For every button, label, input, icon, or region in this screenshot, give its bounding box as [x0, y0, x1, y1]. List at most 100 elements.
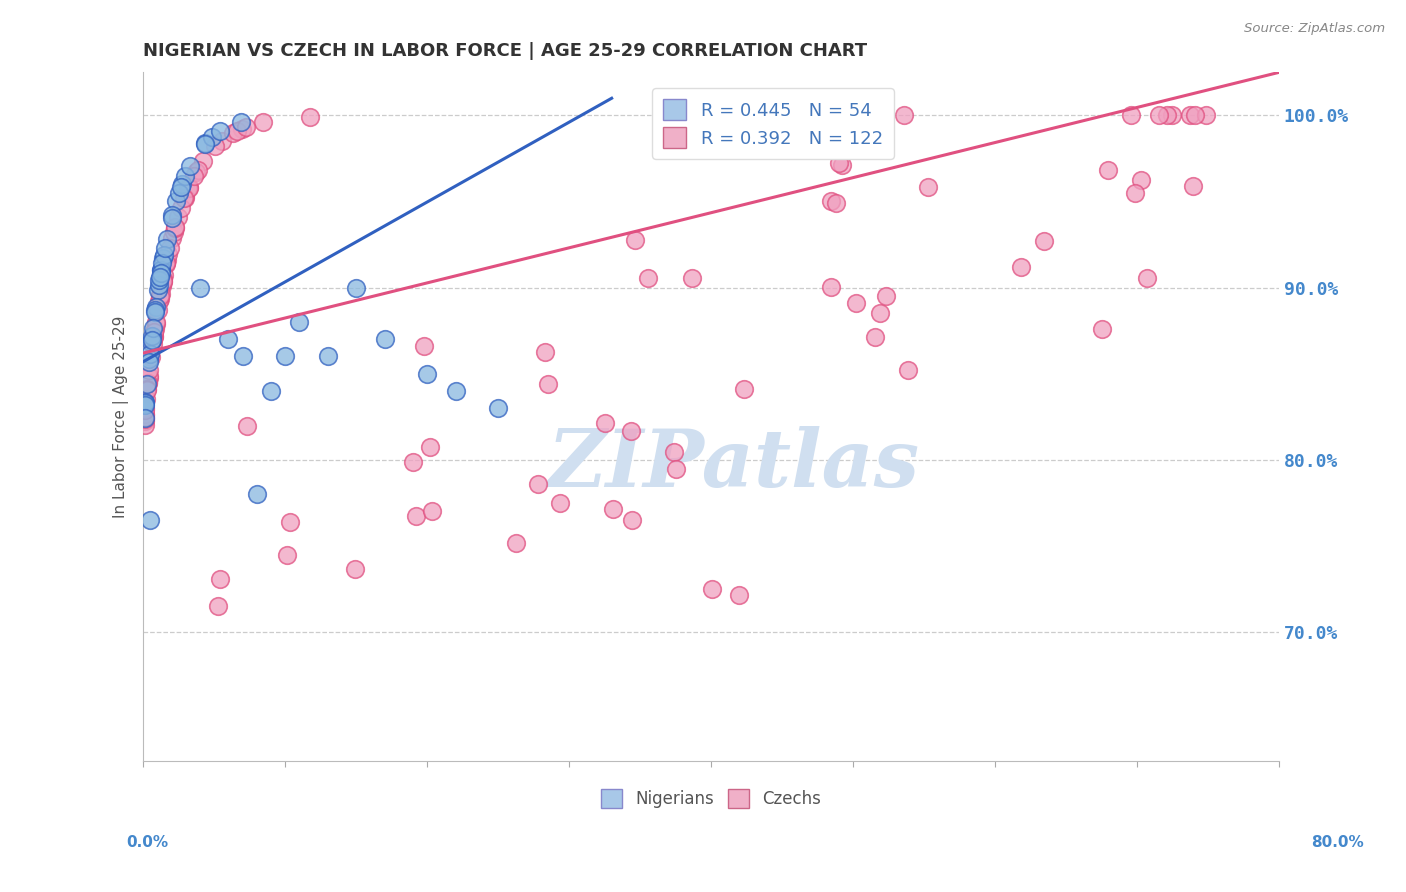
Point: [412, 339, 434, 353]
Point: [142, 333, 165, 347]
Point: [136, 383, 159, 397]
Point: [246, 487, 269, 501]
Point: [141, 335, 163, 350]
Point: [148, 273, 170, 287]
Point: [162, 208, 184, 222]
Point: [179, 159, 201, 173]
Point: [142, 336, 165, 351]
Point: [665, 462, 688, 476]
Point: [135, 392, 157, 407]
Point: [343, 562, 366, 576]
Point: [149, 287, 172, 301]
Point: [194, 136, 217, 151]
Point: [713, 112, 735, 126]
Point: [188, 280, 211, 294]
Point: [1097, 162, 1119, 177]
Point: [820, 280, 842, 294]
Point: [163, 225, 186, 239]
Point: [165, 194, 187, 209]
Point: [142, 321, 165, 335]
Point: [170, 201, 193, 215]
Point: [700, 582, 723, 597]
Point: [155, 256, 177, 270]
Point: [138, 363, 160, 377]
Point: [139, 347, 162, 361]
Point: [174, 189, 197, 203]
Point: [260, 384, 283, 398]
Point: [149, 266, 172, 280]
Point: [160, 211, 183, 225]
Point: [143, 328, 166, 343]
Point: [143, 302, 166, 317]
Point: [681, 271, 703, 285]
Point: [143, 305, 166, 319]
Point: [1032, 235, 1054, 249]
Point: [141, 329, 163, 343]
Point: [298, 110, 321, 124]
Point: [232, 350, 254, 364]
Point: [1184, 108, 1206, 122]
Point: [183, 169, 205, 184]
Point: [152, 248, 174, 262]
Point: [150, 263, 173, 277]
Point: [824, 196, 846, 211]
Point: [134, 394, 156, 409]
Point: [897, 362, 920, 376]
Point: [162, 230, 184, 244]
Point: [1195, 108, 1218, 122]
Point: [138, 370, 160, 384]
Point: [620, 424, 643, 438]
Point: [280, 516, 302, 530]
Point: [733, 382, 755, 396]
Point: [226, 124, 249, 138]
Point: [194, 136, 217, 151]
Point: [177, 181, 200, 195]
Point: [153, 268, 176, 282]
Point: [134, 408, 156, 422]
Point: [222, 126, 245, 140]
Point: [211, 134, 233, 148]
Point: [831, 158, 853, 172]
Point: [153, 241, 176, 255]
Point: [149, 270, 172, 285]
Point: [142, 330, 165, 344]
Point: [662, 445, 685, 459]
Point: [235, 419, 257, 434]
Point: [1136, 271, 1159, 285]
Point: [624, 234, 647, 248]
Point: [156, 252, 179, 267]
Point: [863, 330, 886, 344]
Point: [134, 398, 156, 412]
Point: [139, 350, 162, 364]
Point: [136, 377, 159, 392]
Point: [165, 219, 187, 234]
Point: [486, 401, 509, 416]
Point: [527, 476, 550, 491]
Legend: Nigerians, Czechs: Nigerians, Czechs: [593, 782, 828, 814]
Point: [444, 384, 467, 398]
Point: [419, 440, 441, 454]
Point: [149, 289, 172, 303]
Point: [186, 165, 208, 179]
Point: [374, 332, 396, 346]
Point: [548, 496, 571, 510]
Point: [917, 180, 939, 194]
Point: [134, 403, 156, 417]
Point: [170, 180, 193, 194]
Point: [150, 278, 173, 293]
Point: [1181, 178, 1204, 193]
Point: [150, 256, 173, 270]
Point: [1147, 108, 1170, 122]
Point: [143, 322, 166, 336]
Point: [139, 513, 162, 527]
Point: [163, 221, 186, 235]
Point: [505, 535, 527, 549]
Point: [316, 350, 339, 364]
Point: [276, 548, 298, 562]
Point: [187, 162, 209, 177]
Point: [141, 333, 163, 347]
Point: [231, 121, 253, 136]
Point: [155, 257, 177, 271]
Point: [138, 368, 160, 383]
Point: [835, 108, 858, 122]
